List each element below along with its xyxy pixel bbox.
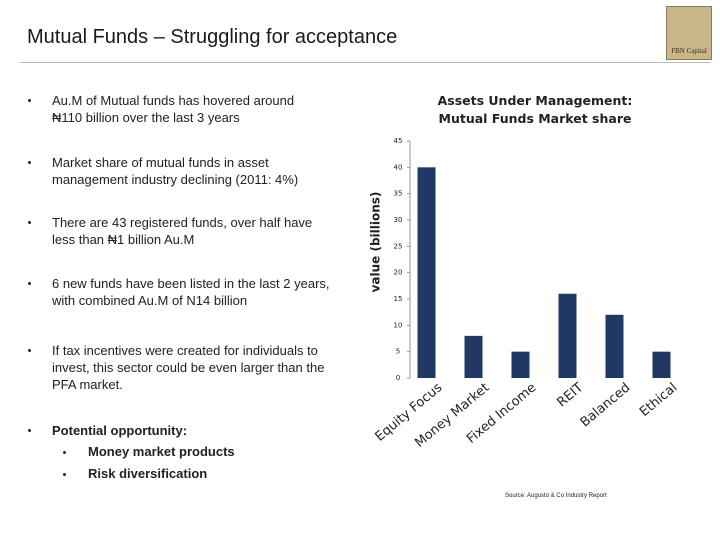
y-tick-label: 15 bbox=[394, 295, 403, 303]
sub-bullet: Risk diversification bbox=[62, 466, 208, 481]
logo-text: FBN Capital bbox=[671, 47, 707, 55]
bullet: Market share of mutual funds in asset ma… bbox=[28, 154, 337, 188]
y-tick-label: 40 bbox=[394, 163, 403, 171]
bar bbox=[417, 167, 436, 378]
bullet: Au.M of Mutual funds has hovered around … bbox=[28, 92, 327, 126]
bullet: There are 43 registered funds, over half… bbox=[28, 214, 337, 248]
y-tick-label: 5 bbox=[396, 348, 400, 356]
bar bbox=[464, 335, 483, 378]
source: Source: Augusto & Co Industry Report bbox=[505, 493, 607, 499]
y-tick-label: 20 bbox=[394, 269, 403, 277]
logo: FBN Capital bbox=[666, 6, 712, 60]
bullet: Potential opportunity: bbox=[28, 422, 337, 439]
sub-bullet: Money market products bbox=[63, 444, 235, 459]
bar bbox=[558, 293, 577, 378]
x-tick-label: REIT bbox=[554, 380, 586, 410]
y-tick-label: 35 bbox=[394, 190, 403, 198]
header-rule bbox=[20, 62, 710, 63]
x-tick-label: Ethical bbox=[637, 380, 680, 420]
bar bbox=[652, 351, 671, 378]
bar bbox=[605, 314, 624, 378]
y-tick-label: 10 bbox=[394, 321, 403, 329]
bullet: 6 new funds have been listed in the last… bbox=[28, 275, 337, 309]
bullet: If tax incentives were created for indiv… bbox=[28, 342, 337, 393]
bar bbox=[511, 351, 530, 378]
y-tick-label: 30 bbox=[394, 216, 403, 224]
slide-title: Mutual Funds – Struggling for acceptance bbox=[27, 26, 398, 48]
y-tick-label: 25 bbox=[394, 242, 403, 250]
y-axis-label: value (billions) bbox=[369, 192, 383, 293]
y-tick-label: 45 bbox=[394, 137, 403, 145]
chart-title: Assets Under Management: Mutual Funds Ma… bbox=[437, 93, 633, 126]
y-tick-label: 0 bbox=[396, 374, 400, 382]
x-tick-label: Balanced bbox=[578, 380, 634, 430]
